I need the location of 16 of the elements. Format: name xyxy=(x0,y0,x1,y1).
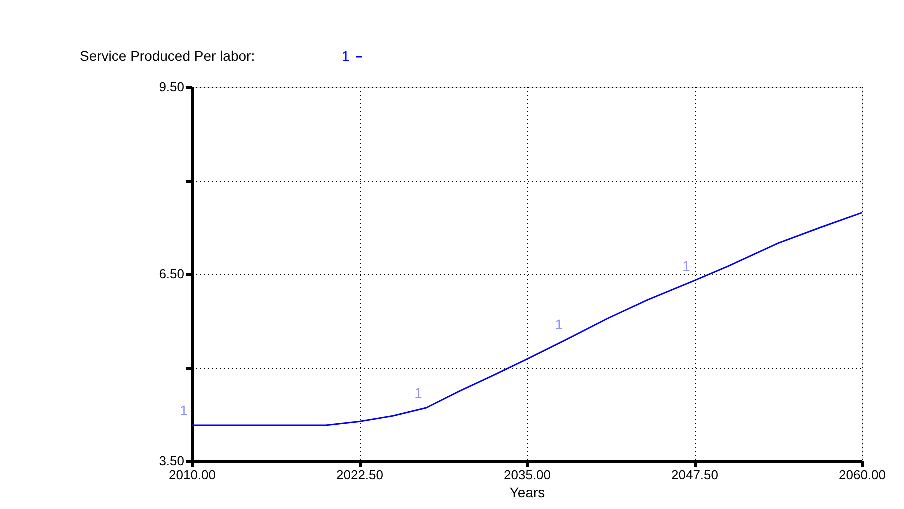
line-series xyxy=(191,212,863,426)
x-tick-label: 2010.00 xyxy=(169,468,216,482)
y-tick-label: 9.50 xyxy=(159,80,184,94)
x-tick-label: 2035.00 xyxy=(504,468,551,482)
text: 1 xyxy=(555,316,564,332)
text: 1 xyxy=(414,385,422,402)
x-tick-label: 2022.50 xyxy=(336,468,384,482)
y-tick-label: 6.50 xyxy=(159,266,184,282)
text: 1 xyxy=(682,258,690,274)
x-tick-label: 2060.00 xyxy=(839,468,886,482)
chart-title: Service Produced Per labor: xyxy=(80,48,256,64)
legend-label: 1 xyxy=(342,48,350,64)
x-tick-label: 2047.50 xyxy=(672,468,718,482)
text: 1 xyxy=(180,402,188,418)
x-axis-title: Years xyxy=(510,484,546,500)
y-tick-label: 3.50 xyxy=(159,454,184,468)
